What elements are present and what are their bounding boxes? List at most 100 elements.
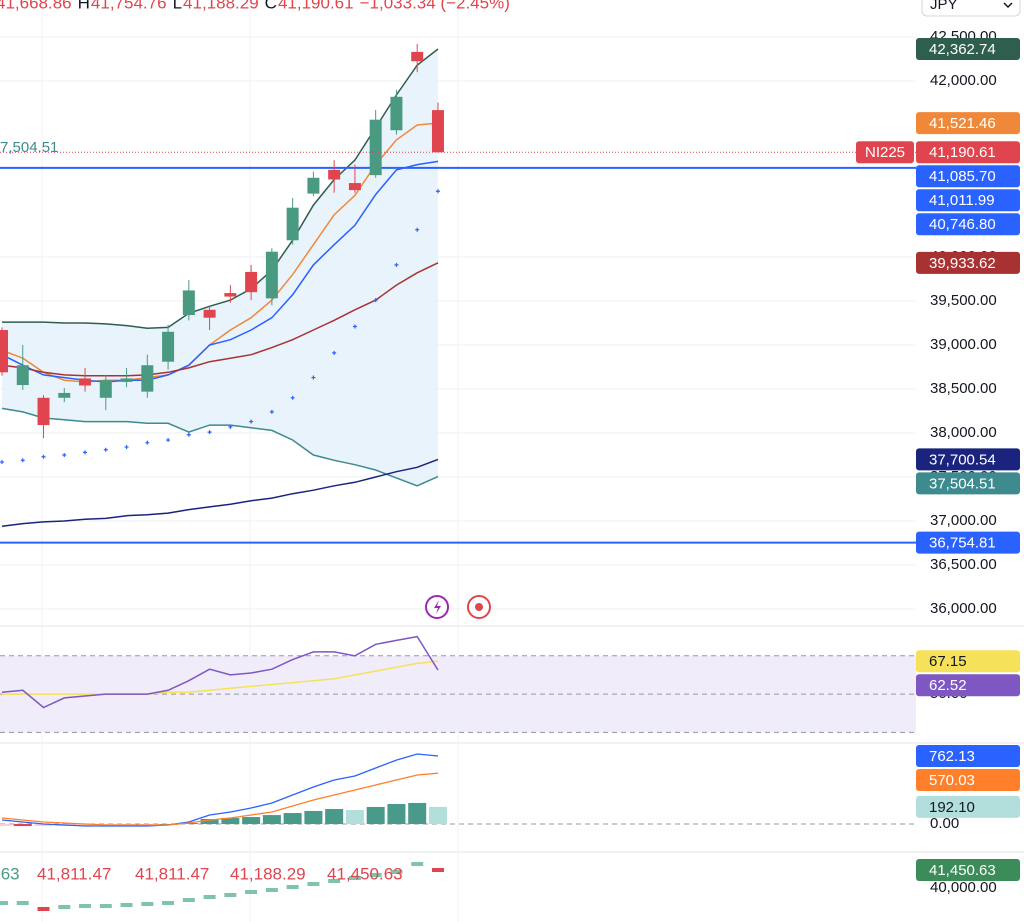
bar <box>203 895 216 900</box>
histogram-bar <box>13 823 32 827</box>
bar <box>162 901 175 906</box>
legend-value: 41,811.47 <box>37 864 111 883</box>
indicator-line <box>1 160 439 383</box>
sar-dot <box>83 450 88 455</box>
indicator-line <box>1 458 439 528</box>
price-badge-label: 37,700.54 <box>929 451 996 468</box>
price-badge <box>916 650 1020 673</box>
sar-dot <box>124 445 129 450</box>
legend-value: .63 <box>0 864 20 883</box>
price-badge-label: 192.10 <box>929 799 975 816</box>
histogram-bar <box>428 806 447 824</box>
price-badge-label: 570.03 <box>929 772 975 789</box>
icon-record[interactable] <box>467 595 491 619</box>
sar-dot <box>166 438 171 443</box>
histogram-bar <box>262 815 281 824</box>
candle-body <box>37 397 50 426</box>
sar-dot <box>394 262 399 267</box>
sar-dot <box>62 453 67 458</box>
candle-body <box>390 96 403 131</box>
sar-dot <box>435 189 440 194</box>
sar-dot <box>373 298 378 303</box>
sar-dot <box>145 440 150 445</box>
candle-body <box>58 392 71 398</box>
indicator-line <box>2 660 439 695</box>
y-tick-label: 37,000.00 <box>930 512 997 529</box>
ohlc-letter: H <box>78 0 90 12</box>
price-badge-label: 42,362.74 <box>929 41 996 58</box>
header: 41,668.86 H 41,754.76 L 41,188.29 C 41,190.61−… <box>0 0 510 12</box>
ohlc-letter: L <box>173 0 182 12</box>
sar-dot <box>415 227 420 232</box>
icon-lightning[interactable] <box>425 595 449 619</box>
indicator-line <box>1 635 439 709</box>
candle-body <box>348 183 361 191</box>
price-badge-label: 41,450.63 <box>929 862 996 879</box>
price-badge <box>916 745 1020 768</box>
price-badge <box>916 531 1020 554</box>
candle-body <box>141 365 154 392</box>
ohlc-value: 41,188.29 <box>183 0 259 12</box>
bar <box>411 862 424 867</box>
price-badge-label: 41,085.70 <box>929 168 996 185</box>
sar-dot <box>249 419 254 424</box>
y-tick-label: 39,500.00 <box>930 292 997 309</box>
price-badge <box>916 448 1020 471</box>
indicator-line <box>1 407 439 487</box>
plot: 42,500.0042,000.0040,000.0039,500.0039,0… <box>0 28 1020 912</box>
y-tick-label: 0.00 <box>930 815 959 832</box>
candle-body <box>79 378 92 386</box>
sar-dot <box>290 395 295 400</box>
candle-body <box>182 290 195 316</box>
bar <box>79 904 92 909</box>
select-box[interactable] <box>921 0 1021 17</box>
histogram-bar <box>325 809 344 824</box>
symbol-label: NI225 <box>865 144 905 161</box>
sar-dot <box>228 424 233 429</box>
histogram-bar <box>76 823 95 826</box>
histogram-bar <box>221 817 240 824</box>
currency[interactable]: JPY <box>930 0 958 13</box>
candle-body <box>224 293 237 297</box>
histogram-bar <box>387 804 406 824</box>
price-badge-label: 39,933.62 <box>929 255 996 272</box>
sar-dot <box>207 430 212 435</box>
icon-dot <box>475 603 483 611</box>
sar-dot <box>41 454 46 459</box>
legend-value: 41,811.47 <box>135 864 209 883</box>
sar-dot <box>352 324 357 329</box>
bar <box>265 887 278 892</box>
candle-body <box>286 207 299 241</box>
price-badge-label: 41,190.61 <box>929 144 996 161</box>
price-badge <box>916 859 1020 882</box>
candle-body <box>16 365 29 386</box>
bar <box>245 890 258 895</box>
indicator-line <box>2 48 439 330</box>
price-badge-label: 41,521.46 <box>929 115 996 132</box>
indicator-line <box>1 262 439 377</box>
candle-body <box>265 251 278 299</box>
bar <box>224 893 237 898</box>
symbol-badge <box>856 141 914 164</box>
indicator-line <box>1 753 439 827</box>
bar <box>390 870 403 875</box>
candle-body <box>328 169 341 180</box>
price-badge-label: 62.52 <box>929 677 967 694</box>
candle-body <box>0 330 8 373</box>
histogram-bar <box>242 817 261 824</box>
price-badge-label: 67.15 <box>929 653 967 670</box>
price-badge <box>916 472 1020 495</box>
bar <box>348 876 361 881</box>
price-badge <box>916 795 1020 818</box>
histogram-bar <box>283 813 302 824</box>
candle-body <box>369 119 382 176</box>
sar-dot <box>332 350 337 355</box>
bar <box>58 904 71 909</box>
price-badge-label: 37,504.51 <box>929 475 996 492</box>
y-tick-label: 42,000.00 <box>930 72 997 89</box>
candle-body <box>120 378 133 382</box>
bar <box>307 881 320 886</box>
currency-select[interactable]: JPY <box>921 0 1021 17</box>
